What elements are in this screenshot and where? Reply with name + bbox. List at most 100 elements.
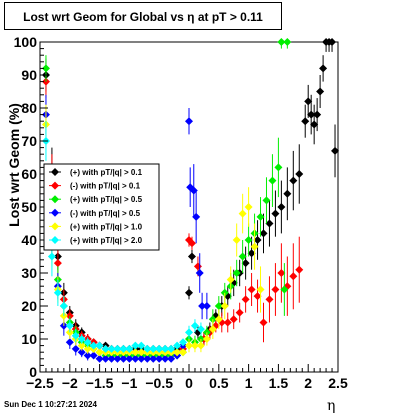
data-point (113, 344, 122, 353)
data-point (262, 196, 271, 205)
y-tick-label: 60 (21, 166, 37, 182)
data-point (185, 117, 193, 126)
data-point (83, 338, 92, 347)
data-point (195, 269, 204, 277)
data-point (113, 354, 122, 363)
data-point (241, 259, 250, 268)
data-point (277, 203, 286, 211)
y-tick-label: 80 (21, 100, 37, 116)
data-point (238, 209, 247, 218)
y-tick-label: 20 (21, 298, 37, 314)
data-point (244, 203, 253, 211)
data-point (277, 269, 286, 277)
data-point (208, 325, 217, 334)
data-point (131, 354, 140, 363)
data-point (244, 236, 253, 244)
data-point (83, 351, 92, 360)
data-point (185, 341, 193, 350)
data-point (155, 354, 164, 363)
legend-marker (51, 168, 59, 176)
data-point (77, 341, 86, 350)
data-point (192, 212, 201, 221)
data-point (256, 285, 265, 294)
x-tick-label: −1 (121, 375, 137, 391)
legend-label: (-) with pT/|q| > 0.5 (70, 209, 141, 218)
data-point (265, 295, 274, 304)
data-point (179, 348, 188, 357)
legend-label: (+) with pT/|q| > 0.1 (70, 168, 143, 177)
data-point (71, 331, 80, 340)
y-axis-ticks: 0 10 20 30 40 50 60 70 80 90 100 (14, 34, 48, 380)
data-point (193, 262, 202, 271)
data-point (307, 110, 316, 119)
legend: (+) with pT/|q| > 0.1 (-) with pT/|q| > 0… (43, 163, 160, 251)
data-point (277, 38, 286, 46)
data-point (229, 315, 238, 324)
data-point (223, 318, 232, 327)
data-point (226, 275, 235, 284)
legend-label: (-) with pT/|q| > 0.1 (70, 182, 141, 191)
data-point (47, 252, 56, 261)
data-point (71, 344, 80, 353)
data-point (83, 344, 92, 353)
data-point (137, 348, 146, 357)
data-point (77, 335, 86, 343)
chart-title: Lost wrt Geom for Global vs η at pT > 0.… (4, 2, 282, 30)
data-point (198, 302, 207, 310)
data-point (143, 354, 152, 363)
data-point (313, 110, 322, 119)
data-point (214, 315, 223, 324)
data-point (214, 302, 223, 310)
x-tick-label: 0.5 (209, 375, 229, 391)
data-point (167, 354, 176, 363)
data-point (41, 64, 50, 73)
data-point (304, 97, 313, 106)
data-point (280, 285, 289, 294)
x-tick-label: −0.5 (145, 375, 173, 391)
data-point (119, 344, 128, 353)
data-point (143, 344, 152, 353)
data-point (95, 348, 104, 357)
data-point (331, 146, 340, 155)
data-point (173, 341, 182, 350)
data-point (283, 189, 292, 198)
data-point (185, 288, 193, 297)
x-tick-label: −1.5 (86, 375, 114, 391)
data-point (268, 176, 277, 185)
data-point (253, 236, 262, 244)
data-point (256, 212, 265, 221)
data-point (232, 236, 241, 244)
data-point (253, 292, 262, 301)
y-tick-label: 10 (21, 331, 37, 347)
data-point (107, 344, 116, 353)
data-point (149, 354, 158, 363)
data-point (319, 64, 328, 73)
data-point (271, 285, 280, 294)
y-tick-label: 100 (14, 34, 38, 50)
data-point (89, 351, 98, 360)
y-tick-label: 70 (21, 133, 37, 149)
legend-label: (+) with pT/|q| > 2.0 (70, 236, 143, 245)
data-point (125, 354, 134, 363)
y-tick-label: 0 (29, 364, 37, 380)
x-axis-ticks: −2.5 −2 −1.5 −1 −0.5 0 0.5 1 1.5 2 2.5 (26, 364, 348, 391)
legend-box (43, 163, 160, 251)
data-point (185, 328, 193, 337)
data-point (265, 219, 274, 228)
data-point (149, 344, 158, 353)
data-point (131, 348, 140, 357)
data-point (161, 354, 170, 363)
data-point (59, 302, 68, 310)
data-point (301, 117, 310, 126)
data-point (131, 341, 140, 350)
data-point (250, 242, 259, 251)
data-point (107, 354, 116, 363)
data-point (101, 344, 110, 353)
x-tick-label: 2 (304, 375, 312, 391)
data-point (238, 252, 247, 261)
data-point (53, 288, 62, 297)
data-point (295, 265, 304, 274)
legend-label: (+) with pT/|q| > 0.5 (70, 195, 143, 204)
data-point (101, 354, 110, 363)
legend-label: (+) with pT/|q| > 1.0 (70, 222, 143, 231)
